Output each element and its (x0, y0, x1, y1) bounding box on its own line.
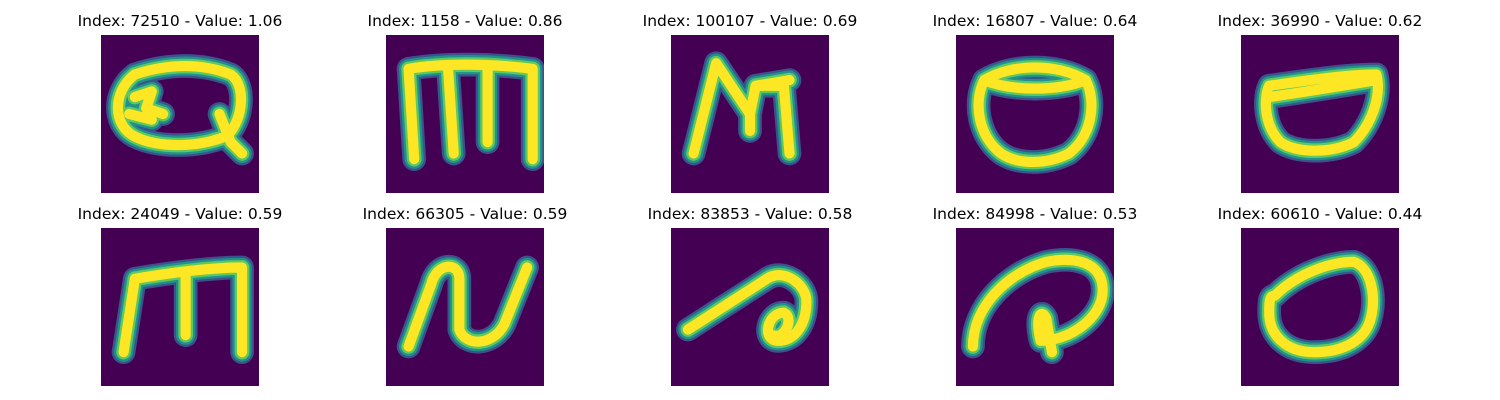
panel-title: Index: 1158 - Value: 0.86 (367, 12, 563, 30)
character-image (956, 35, 1114, 193)
image-panel: Index: 100107 - Value: 0.69 (620, 13, 880, 193)
character-image (101, 228, 259, 386)
panel-title: Index: 72510 - Value: 1.06 (77, 12, 283, 30)
pen-stroke (973, 62, 1097, 167)
image-panel: Index: 66305 - Value: 0.59 (335, 206, 595, 386)
panel-title: Index: 84998 - Value: 0.53 (932, 205, 1138, 223)
character-image (101, 35, 259, 193)
pen-stroke (112, 60, 248, 159)
image-panel: Index: 16807 - Value: 0.64 (905, 13, 1165, 193)
character-image (1241, 228, 1399, 386)
character-image (956, 228, 1114, 386)
character-image (1241, 35, 1399, 193)
pen-stroke (688, 58, 795, 159)
image-panel: Index: 84998 - Value: 0.53 (905, 206, 1165, 386)
image-panel: Index: 1158 - Value: 0.86 (335, 13, 595, 193)
image-panel: Index: 83853 - Value: 0.58 (620, 206, 880, 386)
panel-title: Index: 24049 - Value: 0.59 (77, 205, 283, 223)
image-panel: Index: 24049 - Value: 0.59 (50, 206, 310, 386)
pen-stroke (967, 254, 1108, 358)
image-panel: Index: 72510 - Value: 1.06 (50, 13, 310, 193)
pen-stroke (403, 261, 533, 352)
pen-stroke (118, 262, 248, 358)
image-panel: Index: 60610 - Value: 0.44 (1190, 206, 1450, 386)
pen-stroke (403, 59, 538, 165)
panel-title: Index: 60610 - Value: 0.44 (1217, 205, 1423, 223)
panel-title: Index: 83853 - Value: 0.58 (647, 205, 853, 223)
pen-stroke (682, 270, 812, 346)
character-image (386, 35, 544, 193)
character-image (671, 35, 829, 193)
panel-title: Index: 36990 - Value: 0.62 (1217, 12, 1423, 30)
pen-stroke (1260, 69, 1383, 156)
character-image (671, 228, 829, 386)
panel-title: Index: 66305 - Value: 0.59 (362, 205, 568, 223)
image-panel: Index: 36990 - Value: 0.62 (1190, 13, 1450, 193)
panel-title: Index: 100107 - Value: 0.69 (642, 12, 858, 30)
panel-title: Index: 16807 - Value: 0.64 (932, 12, 1138, 30)
character-image (386, 228, 544, 386)
pen-stroke (1264, 256, 1378, 358)
